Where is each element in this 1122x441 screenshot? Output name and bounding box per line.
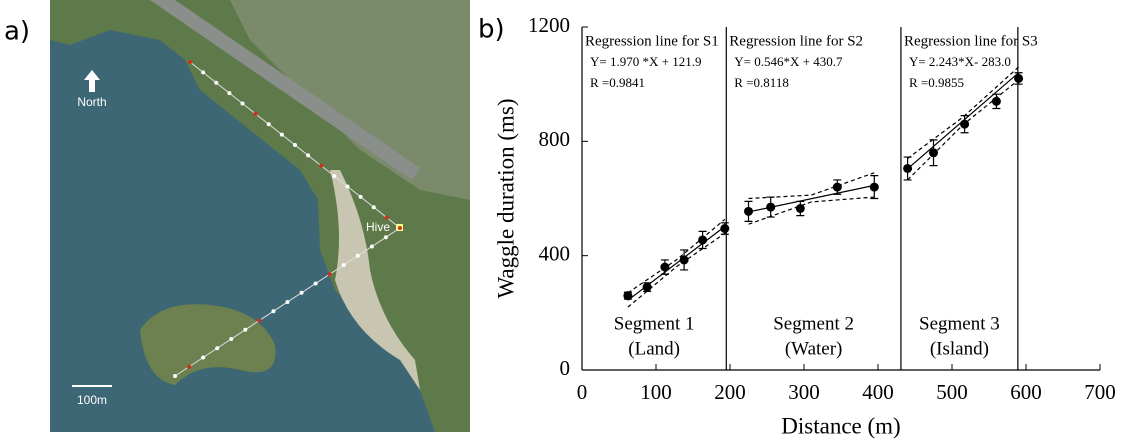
- path-dot: [188, 60, 192, 64]
- path-dot: [266, 122, 271, 127]
- regression-annotation: R =0.9841: [590, 75, 645, 90]
- data-point: [660, 262, 670, 272]
- confidence-band-lower: [627, 232, 726, 308]
- path-dot: [355, 253, 360, 258]
- regression-annotation: Regression line for S3: [904, 33, 1038, 49]
- y-axis-label: Waggle duration (ms): [493, 99, 518, 299]
- x-tick-label: 300: [788, 380, 820, 404]
- beach: [330, 170, 420, 390]
- scale-label: 100m: [77, 393, 107, 407]
- x-tick-label: 100: [640, 380, 672, 404]
- segment-label: Segment 1: [614, 313, 695, 334]
- path-dot: [319, 163, 324, 168]
- path-dot: [253, 111, 258, 116]
- path-dot: [369, 244, 374, 249]
- x-axis-label: Distance (m): [781, 413, 900, 438]
- data-point: [766, 202, 776, 212]
- urban-area: [230, 0, 470, 200]
- north-arrow: [84, 70, 100, 92]
- data-point: [903, 163, 913, 173]
- regression-annotation: R =0.8118: [734, 75, 789, 90]
- path-dot: [384, 215, 389, 220]
- segment-label: (Land): [628, 338, 680, 359]
- data-point: [698, 235, 708, 245]
- regression-annotation: Y= 2.243*X- 283.0: [909, 54, 1011, 69]
- road: [150, 0, 420, 180]
- path-dot: [214, 80, 219, 85]
- x-tick-label: 400: [862, 380, 894, 404]
- path-dot: [187, 364, 192, 369]
- path-dot: [299, 290, 304, 295]
- confidence-band-lower: [748, 196, 875, 225]
- path-dot: [341, 263, 346, 267]
- path-dot: [371, 205, 376, 210]
- x-tick-label: 200: [714, 380, 746, 404]
- hive-label: Hive: [366, 220, 390, 234]
- path-dot: [398, 226, 402, 230]
- path-dot: [313, 281, 318, 286]
- data-point: [720, 224, 730, 234]
- panel-label: b): [478, 15, 505, 45]
- chart: 0 100 200 300 400 500 600 700 0 400 800 1200 Distanc…: [493, 13, 1115, 438]
- x-tick-label: 600: [1010, 380, 1042, 404]
- path-dot: [383, 235, 388, 240]
- data-point: [679, 255, 689, 265]
- y-tick-label: 800: [539, 127, 571, 151]
- panel-label: a): [4, 17, 30, 47]
- path-dot: [240, 101, 245, 106]
- path-dot: [345, 184, 350, 189]
- regression-annotation: Regression line for S1: [585, 33, 719, 49]
- segment-label: Segment 3: [919, 313, 1000, 334]
- path-dot: [285, 300, 290, 304]
- x-tick-label: 500: [936, 380, 968, 404]
- data-point: [960, 119, 970, 129]
- y-tick-label: 400: [539, 241, 571, 265]
- path-dot: [293, 143, 297, 147]
- y-tick-label: 0: [560, 356, 571, 380]
- path-dot: [306, 153, 311, 158]
- segment-label: (Water): [785, 338, 843, 359]
- segment-label: (Island): [930, 338, 989, 359]
- path-dot: [243, 327, 248, 332]
- data-point: [795, 204, 805, 214]
- segment-label: Segment 2: [773, 313, 854, 334]
- path-dot: [327, 272, 332, 277]
- x-tick-label: 0: [577, 380, 588, 404]
- north-label: North: [77, 95, 106, 109]
- data-point: [832, 182, 842, 192]
- regression-line: [627, 226, 726, 301]
- path-dot: [173, 374, 177, 378]
- path-dot: [201, 70, 206, 75]
- data-point: [623, 291, 633, 301]
- path-dot: [229, 337, 234, 341]
- y-tick-label: 1200: [528, 13, 570, 37]
- path-dot: [201, 355, 206, 360]
- regression-annotation: Regression line for S2: [729, 33, 863, 49]
- path-dot: [279, 132, 284, 137]
- data-point: [744, 206, 753, 216]
- data-point: [642, 282, 652, 292]
- path-dot: [358, 194, 363, 199]
- path-dot: [257, 318, 262, 323]
- data-point: [869, 182, 879, 192]
- path-dot: [332, 174, 337, 179]
- data-point: [929, 148, 938, 158]
- regression-annotation: R =0.9855: [909, 75, 964, 90]
- island: [140, 304, 276, 385]
- path-dot: [215, 346, 220, 351]
- x-tick-label: 700: [1084, 380, 1116, 404]
- regression-annotation: Y= 1.970 *X + 121.9: [590, 54, 701, 69]
- path-dot: [227, 91, 232, 96]
- path-dot: [271, 309, 276, 314]
- data-point: [1014, 73, 1024, 83]
- aerial-map: North Hive 100m: [50, 0, 470, 432]
- regression-annotation: Y= 0.546*X + 430.7: [734, 54, 843, 69]
- data-point: [991, 96, 1001, 106]
- confidence-band-upper: [748, 172, 875, 200]
- confidence-band-upper: [627, 218, 726, 294]
- confidence-band-lower: [907, 79, 1019, 181]
- confidence-band-upper: [907, 66, 1020, 159]
